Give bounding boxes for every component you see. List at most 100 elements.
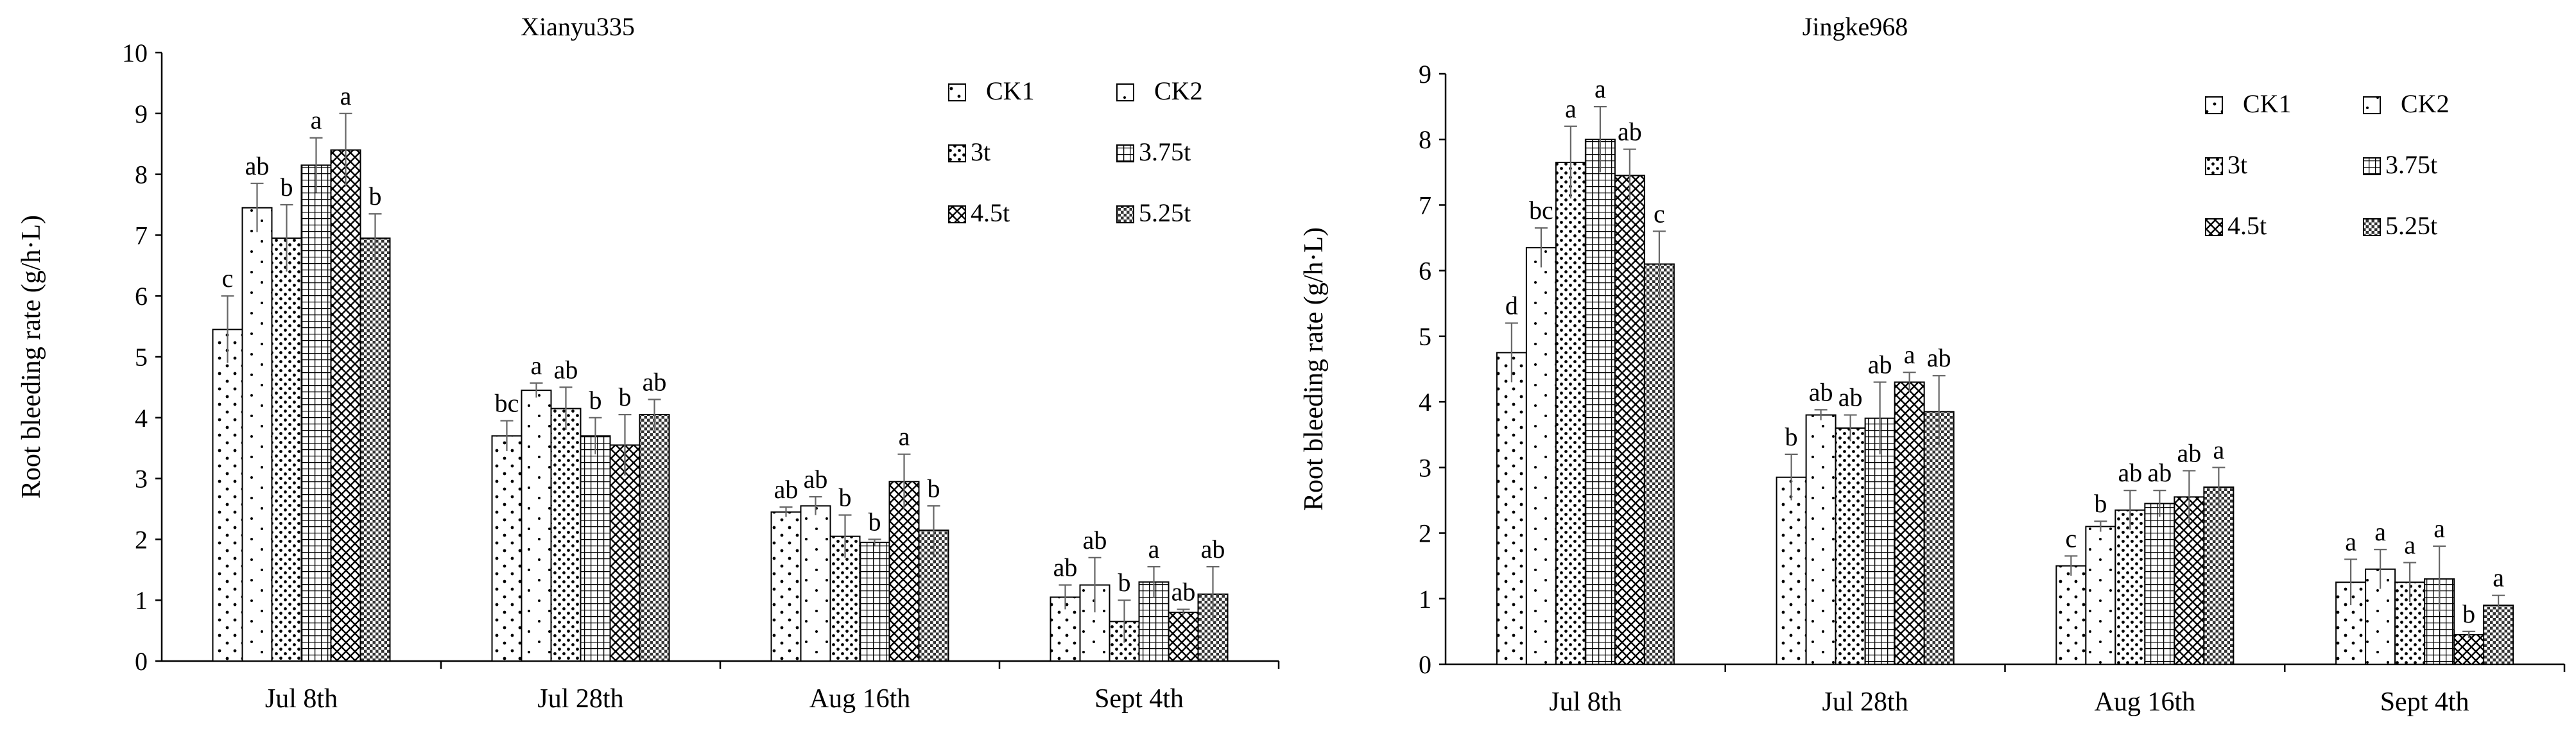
significance-label: a bbox=[2213, 435, 2224, 464]
bar bbox=[521, 390, 552, 662]
bar bbox=[330, 149, 361, 662]
legend-label: 4.5t bbox=[971, 198, 1010, 227]
legend-swatch bbox=[2363, 218, 2381, 236]
y-tick-label: 3 bbox=[135, 465, 148, 494]
y-tick-label: 7 bbox=[1419, 191, 1431, 219]
y-tick-label: 1 bbox=[135, 586, 148, 615]
y-axis-label: Root bleeding rate (g/h·L) bbox=[1299, 227, 1329, 511]
x-tick-label: Aug 16th bbox=[2095, 687, 2196, 717]
bar bbox=[609, 444, 641, 662]
bar bbox=[300, 164, 332, 662]
legend-label: CK2 bbox=[1154, 76, 1203, 105]
bar bbox=[639, 414, 670, 662]
bar bbox=[2203, 486, 2235, 665]
y-tick-label: 4 bbox=[135, 404, 148, 433]
significance-label: bc bbox=[1529, 196, 1553, 225]
y-tick-label: 0 bbox=[135, 647, 148, 676]
bar bbox=[1835, 427, 1866, 665]
legend-label: CK1 bbox=[2243, 89, 2292, 118]
significance-label: a bbox=[1148, 535, 1160, 564]
legend-swatch bbox=[2205, 218, 2223, 236]
legend-swatch bbox=[2205, 157, 2223, 175]
bar bbox=[1776, 476, 1807, 666]
significance-label: a bbox=[311, 106, 322, 135]
y-axis-label: Root bleeding rate (g/h·L) bbox=[17, 215, 46, 499]
y-tick-label: 8 bbox=[135, 160, 148, 189]
significance-label: ab bbox=[2177, 438, 2201, 467]
bar bbox=[241, 207, 273, 662]
significance-label: b bbox=[839, 483, 852, 512]
x-tick-label: Jul 8th bbox=[265, 684, 338, 714]
significance-label: a bbox=[1595, 74, 1606, 103]
significance-label: ab bbox=[1618, 117, 1642, 146]
significance-label: b bbox=[2094, 489, 2107, 518]
bar bbox=[1643, 263, 1675, 665]
significance-label: b bbox=[928, 474, 940, 503]
legend-label: 5.25t bbox=[2385, 211, 2437, 240]
y-tick-label: 7 bbox=[135, 221, 148, 250]
significance-label: c bbox=[2065, 524, 2077, 553]
x-tick-label: Jul 28th bbox=[537, 684, 623, 714]
legend-label: 4.5t bbox=[2227, 211, 2267, 240]
significance-label: b bbox=[619, 383, 632, 411]
y-tick-label: 1 bbox=[1419, 585, 1431, 614]
y-tick-label: 9 bbox=[1419, 60, 1431, 89]
chart-jingke968: Jingke968 Root bleeding rate (g/h·L) 0 1 2 3 4… bbox=[1299, 12, 2566, 717]
legend-swatch bbox=[1116, 205, 1134, 223]
bar bbox=[359, 237, 391, 662]
significance-label: a bbox=[340, 82, 352, 110]
bar bbox=[1555, 162, 1586, 665]
chart-title: Jingke968 bbox=[1802, 12, 1908, 41]
significance-label: ab bbox=[1201, 535, 1225, 564]
significance-label: ab bbox=[774, 475, 799, 504]
significance-label: bc bbox=[495, 389, 519, 418]
legend-swatch bbox=[1116, 144, 1134, 162]
bar bbox=[550, 408, 582, 662]
significance-label: c bbox=[1654, 199, 1665, 228]
y-tick-label: 8 bbox=[1419, 125, 1431, 154]
bar bbox=[1894, 381, 1925, 665]
significance-label: ab bbox=[1053, 553, 1078, 582]
significance-label: ab bbox=[2118, 458, 2142, 487]
legend-label: 5.25t bbox=[1139, 198, 1191, 227]
legend-swatch bbox=[1116, 83, 1134, 101]
y-tick-label: 4 bbox=[1419, 388, 1431, 417]
bar bbox=[1496, 352, 1527, 665]
significance-label: ab bbox=[643, 367, 667, 396]
bar bbox=[770, 511, 802, 662]
significance-label: ab bbox=[1838, 383, 1863, 412]
significance-label: b bbox=[369, 182, 382, 211]
significance-label: b bbox=[1118, 568, 1131, 597]
legend-label: CK2 bbox=[2401, 89, 2450, 118]
bar bbox=[491, 435, 523, 662]
bar bbox=[271, 237, 302, 662]
legend-label: 3.75t bbox=[1139, 137, 1191, 166]
significance-label: a bbox=[2374, 517, 2386, 546]
bar bbox=[2365, 568, 2396, 665]
significance-label: a bbox=[2345, 527, 2356, 556]
legend-swatch bbox=[2205, 96, 2223, 114]
significance-label: a bbox=[2433, 514, 2445, 543]
legend-swatch bbox=[2363, 96, 2381, 114]
significance-label: b bbox=[589, 386, 602, 415]
chart-xianyu335: Xianyu335 Root bleeding rate (g/h·L) 0 1 2 3 4… bbox=[17, 12, 1280, 714]
y-tick-label: 6 bbox=[135, 282, 148, 311]
bar bbox=[1168, 612, 1199, 662]
y-tick-label: 9 bbox=[135, 99, 148, 128]
significance-label: d bbox=[1505, 291, 1518, 320]
bar bbox=[2114, 509, 2146, 665]
x-tick-label: Sept 4th bbox=[2380, 687, 2469, 717]
significance-label: b bbox=[281, 173, 293, 202]
legend-swatch bbox=[948, 144, 966, 162]
bar bbox=[2174, 496, 2205, 665]
legend-label: CK1 bbox=[986, 76, 1035, 105]
bar bbox=[859, 542, 890, 662]
significance-label: ab bbox=[2147, 458, 2172, 487]
significance-label: a bbox=[1565, 94, 1577, 123]
significance-label: b bbox=[1785, 422, 1798, 451]
y-tick-label: 3 bbox=[1419, 453, 1431, 482]
bar bbox=[1614, 175, 1645, 665]
bar bbox=[1923, 411, 1955, 665]
y-tick-label: 2 bbox=[135, 525, 148, 554]
